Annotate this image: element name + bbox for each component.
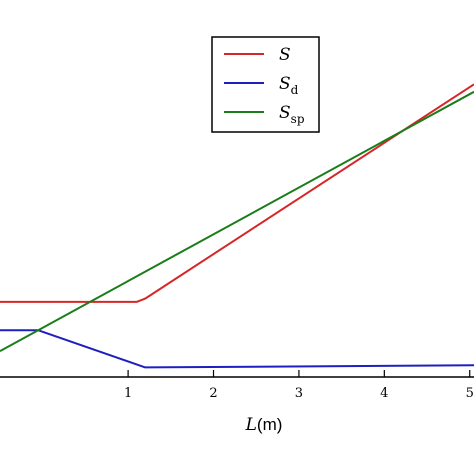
legend-box bbox=[211, 36, 320, 133]
legend-label-main: S bbox=[279, 74, 291, 94]
x-axis-label-var: L bbox=[245, 415, 257, 435]
x-axis-label-unit: (m) bbox=[257, 415, 282, 434]
legend-label-sub: d bbox=[291, 83, 299, 97]
x-axis-label: L(m) bbox=[245, 415, 283, 435]
x-tick-label: 4 bbox=[380, 386, 388, 401]
series-line-S bbox=[0, 83, 474, 303]
legend-label-sub: sp bbox=[291, 112, 305, 126]
x-ticks: 1 2 3 4 5 bbox=[124, 370, 474, 401]
plot-frame bbox=[0, 376, 474, 378]
legend-label-Ssp: Ssp bbox=[279, 103, 305, 126]
legend-label-main: S bbox=[279, 103, 291, 123]
x-tick-label: 2 bbox=[209, 386, 217, 401]
plot-lines bbox=[0, 83, 474, 369]
series-line-Sd bbox=[0, 329, 474, 369]
x-tick-label: 1 bbox=[124, 386, 132, 401]
legend-label-Sd: Sd bbox=[279, 74, 299, 97]
x-tick-label: 3 bbox=[295, 386, 303, 401]
x-tick-label: 5 bbox=[466, 386, 474, 401]
legend-label-main: S bbox=[279, 45, 291, 65]
series-line-Ssp bbox=[0, 90, 474, 352]
legend-label-S: S bbox=[279, 45, 291, 65]
